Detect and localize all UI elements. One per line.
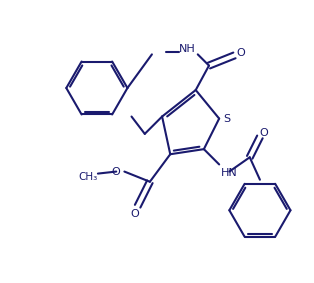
Text: CH₃: CH₃ [78,172,97,182]
Text: O: O [112,167,121,177]
Text: O: O [260,128,268,138]
Text: S: S [224,113,231,124]
Text: HN: HN [221,168,238,177]
Text: NH: NH [179,44,196,54]
Text: O: O [130,209,139,219]
Text: O: O [236,48,245,58]
